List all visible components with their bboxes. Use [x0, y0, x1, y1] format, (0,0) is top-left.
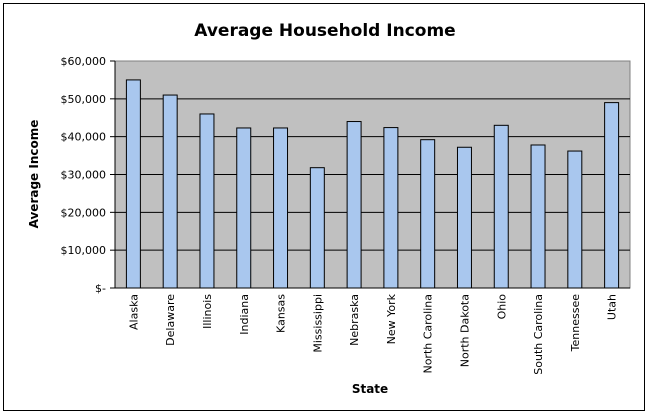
x-tick-label: Tennessee — [569, 294, 582, 353]
bar — [125, 79, 141, 289]
x-tick-label: Nebraska — [348, 294, 361, 346]
y-tick-label: $40,000 — [61, 131, 107, 144]
x-tick-label: South Carolina — [532, 294, 545, 375]
x-tick-label: Mississippi — [311, 294, 324, 353]
bar — [567, 150, 583, 289]
x-tick-label: Utah — [606, 294, 619, 320]
x-tick-label: Illinois — [201, 294, 214, 329]
y-tick-label: $30,000 — [61, 169, 107, 182]
x-tick-label: Ohio — [495, 294, 508, 320]
x-tick-label: Delaware — [164, 294, 177, 346]
x-tick-label: North Carolina — [422, 294, 435, 374]
bar — [162, 94, 178, 289]
bar — [530, 144, 546, 289]
y-tick-label: $60,000 — [61, 55, 107, 68]
bar — [346, 121, 362, 289]
chart-title: Average Household Income — [194, 21, 455, 41]
plot-area: $- $10,000 $20,000 $30,000 $40,000 $50,000 $60… — [61, 55, 631, 375]
x-axis-title: State — [352, 382, 388, 396]
x-tick-label: Kansas — [275, 294, 288, 333]
bar — [199, 113, 215, 289]
x-tick-label: Alaska — [127, 294, 140, 330]
bar — [273, 127, 289, 289]
x-tick-label: Indiana — [238, 294, 251, 335]
bar — [456, 146, 472, 289]
y-tick-label: $50,000 — [61, 93, 107, 106]
y-axis-title: Average Income — [27, 120, 41, 229]
bar — [493, 124, 509, 289]
y-tick-label: $20,000 — [61, 206, 107, 219]
x-tick-label: New York — [385, 293, 398, 344]
bar — [420, 139, 436, 289]
y-tick-label: $- — [95, 282, 106, 295]
x-tick-label: North Dakota — [458, 294, 471, 367]
bar — [383, 127, 399, 289]
bar — [309, 167, 325, 289]
y-tick-label: $10,000 — [61, 244, 107, 257]
bar — [604, 102, 620, 289]
bar — [236, 127, 252, 289]
